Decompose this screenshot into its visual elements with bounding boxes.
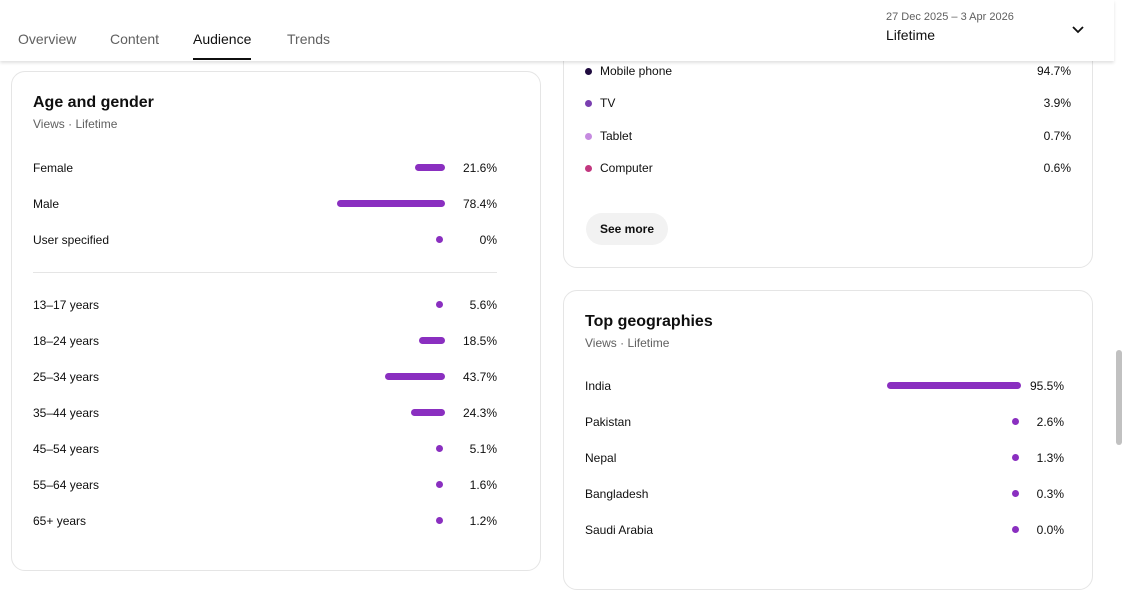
device-row: Mobile phone 94.7% [585,61,1071,81]
bar-mark [1012,526,1019,533]
device-label: Mobile phone [600,64,673,78]
bar-row: India 95.5% [585,376,1064,396]
bar-mark [411,409,445,416]
row-percent: 5.6% [469,298,497,312]
row-percent: 5.1% [469,442,497,456]
row-label: 55–64 years [33,478,100,492]
device-percent: 0.7% [1043,129,1071,143]
row-label: Nepal [585,451,617,465]
geographies-card [563,290,1093,590]
bar-row: Bangladesh 0.3% [585,484,1064,504]
device-row: Tablet 0.7% [585,126,1071,146]
row-label: 25–34 years [33,370,100,384]
bar-row: 25–34 years 43.7% [33,367,497,387]
row-percent: 1.2% [469,514,497,528]
row-label: User specified [33,233,110,247]
bar-row: 18–24 years 18.5% [33,331,497,351]
row-label: 35–44 years [33,406,100,420]
row-percent: 1.3% [1036,451,1064,465]
bar-mark [436,301,443,308]
row-percent: 78.4% [462,197,497,211]
row-percent: 1.6% [469,478,497,492]
row-label: India [585,379,612,393]
row-label: 13–17 years [33,298,100,312]
bar-row: 35–44 years 24.3% [33,403,497,423]
bar-row: Female 21.6% [33,158,497,178]
bar-row: User specified 0% [33,230,497,250]
bar-mark [419,337,445,344]
bar-mark [436,481,443,488]
device-label: Computer [600,161,653,175]
see-more-button[interactable]: See more [586,213,668,245]
bar-row: Pakistan 2.6% [585,412,1064,432]
legend-dot-icon [585,68,592,75]
row-label: Male [33,197,60,211]
bar-mark [436,517,443,524]
age-gender-card [11,71,541,571]
legend-dot-icon [585,100,592,107]
bar-mark [384,373,445,380]
device-percent: 0.6% [1043,161,1071,175]
scrollbar-thumb[interactable] [1116,350,1122,445]
row-label: Saudi Arabia [585,523,654,537]
geographies-title: Top geographies [585,313,713,330]
row-percent: 95.5% [1029,379,1064,393]
device-row: TV 3.9% [585,93,1071,113]
bar-mark [336,200,445,207]
divider [33,272,497,273]
bar-row: 65+ years 1.2% [33,511,497,531]
bar-row: Saudi Arabia 0.0% [585,520,1064,540]
legend-dot-icon [585,165,592,172]
scrollbar-track[interactable] [1114,0,1124,535]
device-label: Tablet [600,129,633,143]
geographies-subtitle: Views · Lifetime [585,336,670,350]
row-percent: 0% [479,233,497,247]
date-period[interactable]: Lifetime [886,27,936,43]
device-percent: 3.9% [1043,96,1071,110]
row-percent: 21.6% [462,161,497,175]
row-label: 45–54 years [33,442,100,456]
age-gender-title: Age and gender [33,94,154,111]
bar-row: 13–17 years 5.6% [33,295,497,315]
tab-overview[interactable]: Overview [18,31,77,47]
tab-audience[interactable]: Audience [193,31,252,60]
bar-row: 45–54 years 5.1% [33,439,497,459]
row-percent: 18.5% [462,334,497,348]
date-range[interactable]: 27 Dec 2025 – 3 Apr 2026 [886,11,1014,23]
row-label: 65+ years [33,514,87,528]
row-label: Bangladesh [585,487,649,501]
bar-row: Male 78.4% [33,194,497,214]
row-percent: 43.7% [462,370,497,384]
device-label: TV [600,96,616,110]
row-percent: 0.0% [1036,523,1064,537]
tab-trends[interactable]: Trends [287,31,331,47]
legend-dot-icon [585,133,592,140]
row-percent: 0.3% [1036,487,1064,501]
bar-mark [436,236,443,243]
bar-mark [1012,454,1019,461]
bar-row: 55–64 years 1.6% [33,475,497,495]
row-label: 18–24 years [33,334,100,348]
device-row: Computer 0.6% [585,158,1071,178]
bar-mark [887,382,1021,389]
device-percent: 94.7% [1036,64,1071,78]
row-percent: 2.6% [1036,415,1064,429]
tab-content[interactable]: Content [110,31,160,47]
row-label: Pakistan [585,415,632,429]
row-percent: 24.3% [462,406,497,420]
bar-mark [1012,490,1019,497]
bar-mark [1012,418,1019,425]
age-gender-subtitle: Views · Lifetime [33,117,118,131]
header: Overview Content Audience Trends 27 Dec … [0,0,1114,61]
bar-mark [436,445,443,452]
chevron-down-icon[interactable] [1070,22,1086,38]
row-label: Female [33,161,74,175]
bar-row: Nepal 1.3% [585,448,1064,468]
bar-mark [415,164,445,171]
